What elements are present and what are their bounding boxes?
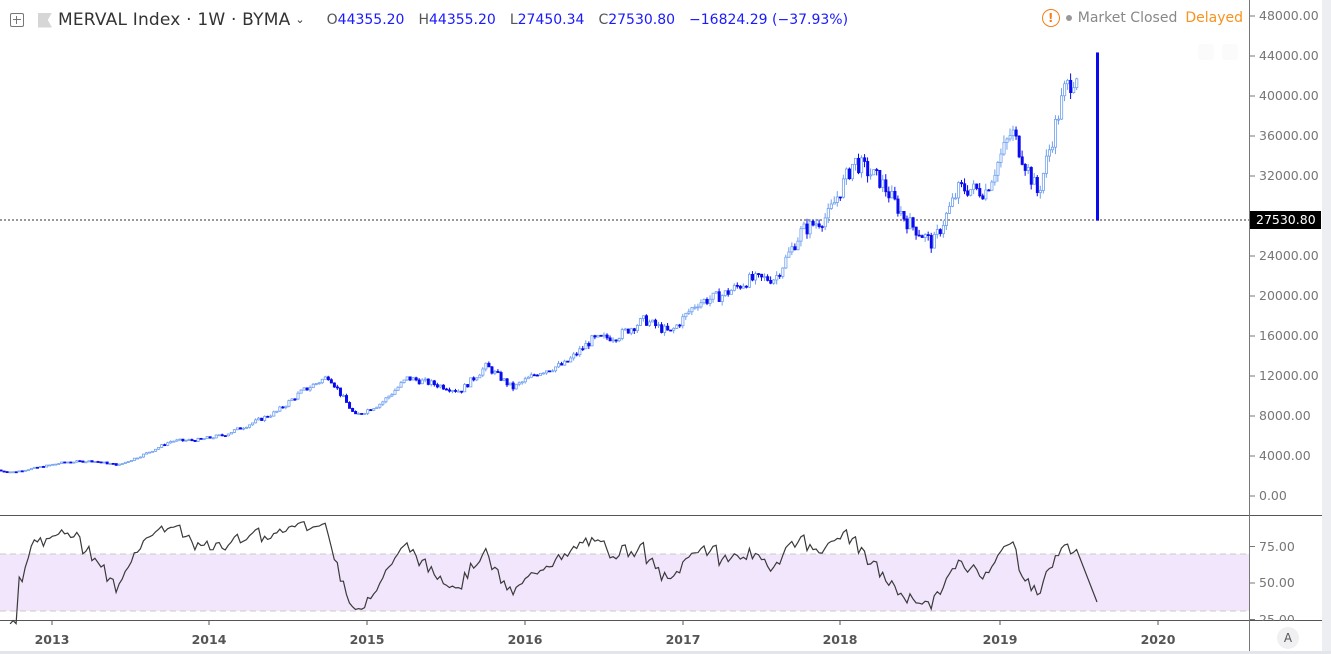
rsi-axis-label: 25.00	[1259, 611, 1295, 621]
last-price-tag: 27530.80	[1250, 211, 1321, 229]
price-axis-label: 36000.00	[1259, 128, 1319, 143]
time-axis-label: 2013	[34, 632, 70, 647]
maximize-pane-icon[interactable]	[1222, 44, 1238, 60]
chevron-down-icon[interactable]: ⌄	[295, 12, 305, 26]
time-axis-label: 2015	[349, 632, 385, 647]
price-axis-label: 44000.00	[1259, 48, 1319, 63]
time-axis-label: 2019	[982, 632, 1018, 647]
price-axis-label: 12000.00	[1259, 368, 1319, 383]
open-key: O	[326, 12, 338, 28]
time-axis-label: 2017	[665, 632, 701, 647]
low-value: 27450.34	[517, 12, 585, 28]
price-candles	[0, 52, 1099, 474]
collapse-pane-icon[interactable]	[1198, 44, 1214, 60]
price-axis-label: 16000.00	[1259, 328, 1319, 343]
high-value: 44355.20	[429, 12, 496, 28]
market-status: ! Market Closed Delayed	[1041, 9, 1243, 27]
rsi-line	[9, 521, 1098, 625]
symbol-title[interactable]: MERVAL Index · 1W · BYMA	[58, 10, 291, 30]
high-key: H	[418, 12, 429, 28]
close-value: 27530.80	[608, 12, 676, 28]
status-dot-icon	[1065, 15, 1072, 21]
auto-scale-button[interactable]: A	[1277, 627, 1299, 649]
time-axis-label: 2020	[1140, 632, 1176, 647]
time-axis-label: 2014	[191, 632, 227, 647]
price-axis-label: 4000.00	[1259, 448, 1311, 463]
change-value: −16824.29 (−37.93%)	[689, 12, 849, 28]
open-value: 44355.20	[337, 12, 405, 28]
price-axis-label: 8000.00	[1259, 408, 1311, 423]
pane-controls	[1198, 44, 1238, 60]
ohlc-values: O 44355.20 H 44355.20 L 27450.34 C 27530.80 …	[327, 12, 848, 28]
low-key: L	[509, 12, 518, 28]
time-axis-label: 2018	[822, 632, 858, 647]
time-axis-label: 2016	[507, 632, 543, 647]
right-scroll-strip	[1322, 0, 1331, 654]
price-axis-label: 24000.00	[1259, 248, 1319, 263]
legend-header: MERVAL Index · 1W · BYMA ⌄ O 44355.20 H 44…	[10, 9, 848, 31]
close-key: C	[598, 12, 609, 28]
price-axis-label: 20000.00	[1259, 288, 1319, 303]
market-state: Market Closed	[1077, 10, 1178, 26]
delayed-badge[interactable]: Delayed	[1185, 10, 1243, 26]
price-axis-label: 32000.00	[1259, 168, 1319, 183]
price-axis-label: 48000.00	[1259, 8, 1319, 23]
plus-square-icon[interactable]	[10, 13, 24, 27]
rsi-band	[0, 554, 1249, 611]
warning-icon[interactable]: !	[1041, 9, 1060, 27]
rsi-axis-label: 75.00	[1259, 538, 1295, 554]
price-axis-label: 40000.00	[1259, 88, 1319, 103]
flag-icon	[38, 12, 52, 28]
bottom-strip	[0, 651, 1331, 654]
axis-ticks	[51, 15, 1255, 625]
price-axis-label: 0.00	[1259, 488, 1287, 503]
rsi-axis-label: 50.00	[1259, 575, 1295, 590]
